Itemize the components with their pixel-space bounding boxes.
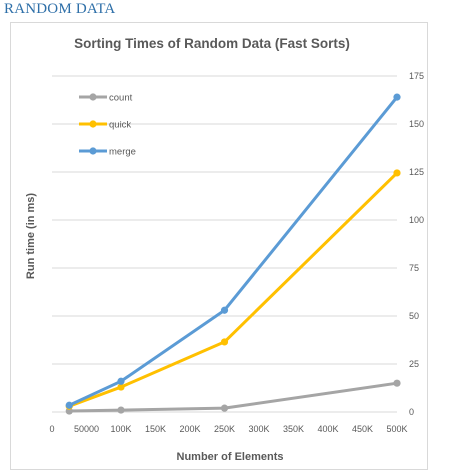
x-tick-label: 200K [179,424,200,434]
y-axis-label: Run time (in ms) [25,193,37,280]
legend-label: quick [109,120,131,131]
legend: count quick merge [79,93,136,158]
y-axis-ticks: 0 25 50 75 100 125 150 175 [409,71,424,417]
y-tick-label: 125 [409,167,424,177]
series-line-count [67,381,399,413]
legend-label: count [109,93,133,104]
data-point-quick [117,383,125,391]
data-point-count [117,406,125,414]
legend-swatch-marker [89,147,97,155]
x-tick-label: 50000 [74,424,99,434]
x-tick-label: 400K [317,424,338,434]
y-tick-label: 0 [409,407,414,417]
x-tick-label: 0 [49,424,54,434]
x-axis-ticks: 0 50000 100K 150K 200K 250K 300K 350K 400K 450K 50… [49,424,407,434]
legend-item-quick: quick [79,120,131,131]
data-point-quick [220,338,229,346]
series-lines [65,93,401,415]
data-point-merge [220,306,229,314]
data-point-count [393,379,401,387]
chart-title: Sorting Times of Random Data (Fast Sorts… [74,36,350,51]
x-tick-label: 300K [248,424,269,434]
legend-item-count: count [79,93,133,104]
x-tick-label: 350K [283,424,304,434]
data-point-count [220,404,229,412]
x-axis-label: Number of Elements [177,451,284,463]
y-tick-label: 175 [409,71,424,81]
legend-swatch-marker [89,120,97,128]
gridlines [52,75,397,413]
data-point-quick [393,169,401,177]
x-tick-label: 150K [145,424,166,434]
legend-item-merge: merge [79,147,136,158]
series-line-merge [67,95,399,407]
data-point-merge [65,401,73,409]
y-tick-label: 50 [409,311,419,321]
data-point-merge [393,93,401,101]
series-line-quick [67,171,399,408]
y-tick-label: 75 [409,263,419,273]
legend-swatch-marker [89,93,97,101]
legend-label: merge [109,147,136,158]
y-tick-label: 25 [409,359,419,369]
x-tick-label: 450K [352,424,373,434]
x-tick-label: 500K [386,424,407,434]
y-tick-label: 100 [409,215,424,225]
section-heading: RANDOM DATA [4,1,116,17]
x-tick-label: 250K [214,424,235,434]
data-point-merge [117,377,125,385]
x-tick-label: 100K [110,424,131,434]
y-tick-label: 150 [409,119,424,129]
